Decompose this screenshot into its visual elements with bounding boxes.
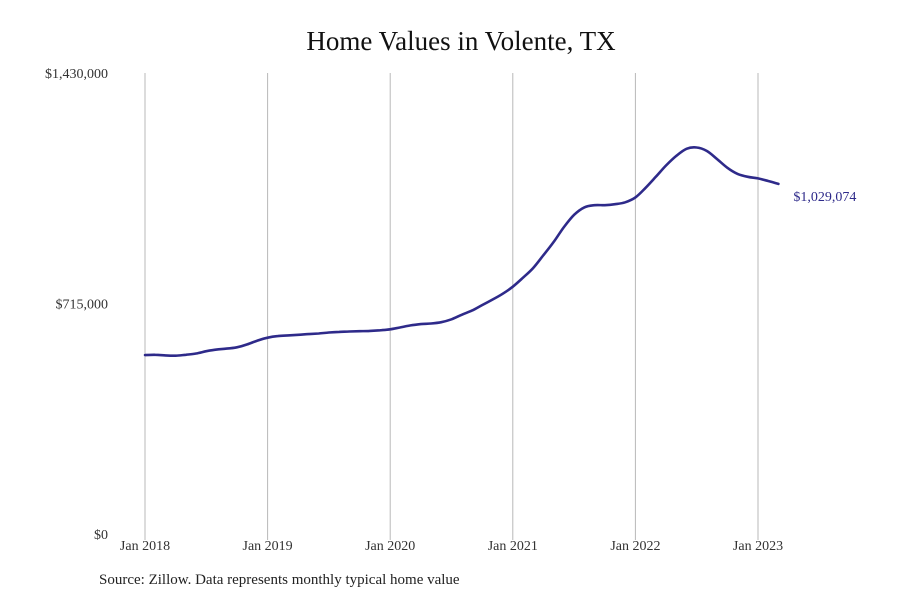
x-axis-ticks: Jan 2018 Jan 2019 Jan 2020 Jan 2021 Jan 2022… [120, 539, 783, 554]
y-tick-label: $1,430,000 [45, 67, 108, 82]
y-axis-ticks: $0 $715,000 $1,430,000 [45, 67, 108, 543]
x-tick-label: Jan 2020 [365, 539, 415, 554]
x-tick-label: Jan 2018 [120, 539, 170, 554]
x-tick-label: Jan 2023 [733, 539, 783, 554]
y-tick-label: $0 [94, 528, 108, 543]
x-tick-label: Jan 2019 [243, 539, 293, 554]
chart-title: Home Values in Volente, TX [306, 26, 616, 56]
x-tick-label: Jan 2021 [488, 539, 538, 554]
y-tick-label: $715,000 [56, 298, 109, 313]
x-tick-label: Jan 2022 [610, 539, 660, 554]
source-note: Source: Zillow. Data represents monthly … [99, 572, 460, 588]
end-value-label: $1,029,074 [793, 190, 856, 205]
series-line [143, 146, 780, 358]
gridlines [144, 73, 759, 540]
series-layer: $1,029,074 [143, 146, 856, 358]
